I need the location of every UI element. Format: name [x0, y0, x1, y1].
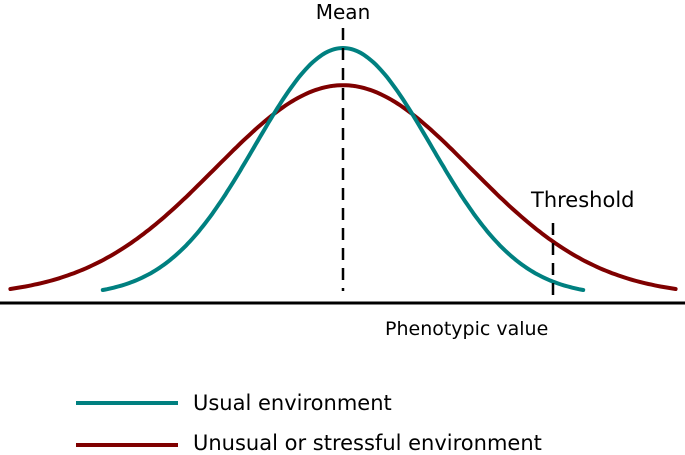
legend-usual-label: Usual environment	[193, 391, 392, 415]
legend: Usual environment Unusual or stressful e…	[76, 391, 542, 455]
legend-stressful-label: Unusual or stressful environment	[193, 431, 542, 455]
x-axis-label: Phenotypic value	[385, 318, 548, 340]
threshold-label: Threshold	[530, 188, 635, 212]
stressful-environment-curve	[8, 83, 678, 291]
mean-label: Mean	[316, 0, 371, 24]
